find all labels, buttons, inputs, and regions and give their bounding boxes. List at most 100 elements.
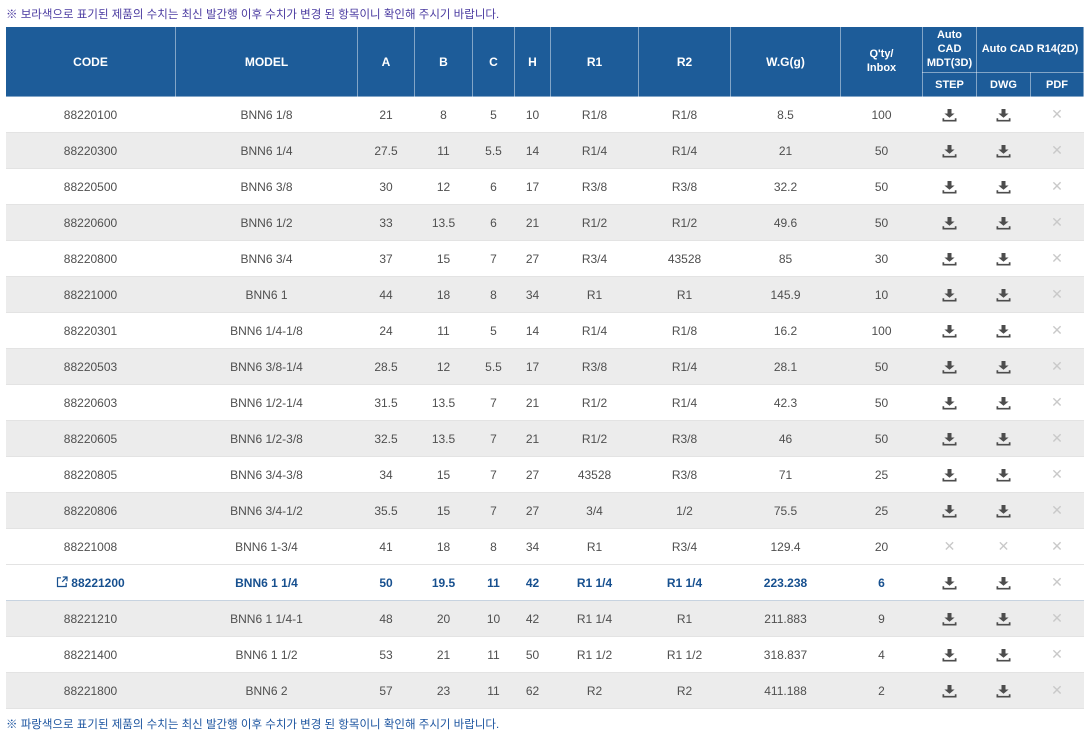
- pdf-unavailable-icon: ✕: [1051, 358, 1063, 375]
- cell-c: 6: [472, 168, 515, 206]
- cell-h: 62: [514, 672, 551, 710]
- dwg-download-icon[interactable]: [996, 396, 1011, 410]
- cell-dwg: [976, 240, 1031, 278]
- cell-model: BNN6 1 1/4: [175, 564, 358, 602]
- cell-r2: R1/4: [638, 384, 731, 422]
- cell-c: 7: [472, 384, 515, 422]
- dwg-download-icon[interactable]: [996, 288, 1011, 302]
- cell-qty: 50: [840, 420, 923, 458]
- cell-qty: 10: [840, 276, 923, 314]
- cell-model: BNN6 1 1/2: [175, 636, 358, 674]
- cell-qty: 20: [840, 528, 923, 566]
- cell-model: BNN6 3/4: [175, 240, 358, 278]
- dwg-download-icon[interactable]: [996, 252, 1011, 266]
- step-download-icon[interactable]: [942, 216, 957, 230]
- download-arrow-icon: [942, 576, 957, 590]
- cell-h: 34: [514, 528, 551, 566]
- dwg-download-icon[interactable]: [996, 648, 1011, 662]
- cell-code: 88220100: [5, 96, 176, 134]
- header-wg: W.G(g): [730, 25, 841, 98]
- cell-wg: 42.3: [730, 384, 841, 422]
- cell-pdf: ✕: [1030, 204, 1084, 242]
- dwg-download-icon[interactable]: [996, 576, 1011, 590]
- cell-dwg: [976, 348, 1031, 386]
- cell-b: 15: [414, 456, 473, 494]
- step-download-icon[interactable]: [942, 504, 957, 518]
- note-bottom: ※ 파랑색으로 표기된 제품의 수치는 최신 발간행 이후 수치가 변경 된 항…: [6, 719, 500, 732]
- cell-code-link[interactable]: 88221200: [5, 564, 176, 602]
- cell-h: 42: [514, 600, 551, 638]
- step-download-icon[interactable]: [942, 288, 957, 302]
- header-autocad-3d: Auto CAD MDT(3D): [922, 25, 977, 74]
- step-download-icon[interactable]: [942, 648, 957, 662]
- cell-b: 19.5: [414, 564, 473, 602]
- dwg-download-icon[interactable]: [996, 468, 1011, 482]
- cell-a: 34: [357, 456, 415, 494]
- cell-r1: 3/4: [550, 492, 639, 530]
- cell-code: 88220301: [5, 312, 176, 350]
- step-download-icon[interactable]: [942, 360, 957, 374]
- step-download-icon[interactable]: [942, 324, 957, 338]
- cell-r1: R1/2: [550, 204, 639, 242]
- cell-r1: R3/8: [550, 348, 639, 386]
- dwg-download-icon[interactable]: [996, 144, 1011, 158]
- cell-dwg: [976, 600, 1031, 638]
- dwg-download-icon[interactable]: [996, 324, 1011, 338]
- dwg-download-icon[interactable]: [996, 432, 1011, 446]
- cell-a: 37: [357, 240, 415, 278]
- cell-r2: R3/8: [638, 456, 731, 494]
- cell-wg: 145.9: [730, 276, 841, 314]
- cell-step: [922, 132, 977, 170]
- step-download-icon[interactable]: [942, 432, 957, 446]
- cell-pdf: ✕: [1030, 168, 1084, 206]
- step-download-icon[interactable]: [942, 144, 957, 158]
- dwg-download-icon[interactable]: [996, 216, 1011, 230]
- header-c: C: [472, 25, 515, 98]
- step-download-icon[interactable]: [942, 576, 957, 590]
- dwg-download-icon[interactable]: [996, 612, 1011, 626]
- cell-c: 7: [472, 240, 515, 278]
- cell-model: BNN6 1 1/4-1: [175, 600, 358, 638]
- step-download-icon[interactable]: [942, 252, 957, 266]
- download-arrow-icon: [942, 324, 957, 338]
- note-top: ※ 보라색으로 표기된 제품의 수치는 최신 발간행 이후 수치가 변경 된 항…: [6, 9, 500, 21]
- cell-wg: 46: [730, 420, 841, 458]
- cell-h: 17: [514, 168, 551, 206]
- download-arrow-icon: [996, 360, 1011, 374]
- cell-r1: R1: [550, 276, 639, 314]
- dwg-download-icon[interactable]: [996, 108, 1011, 122]
- cell-h: 21: [514, 204, 551, 242]
- cell-pdf: ✕: [1030, 600, 1084, 638]
- download-arrow-icon: [996, 180, 1011, 194]
- step-download-icon[interactable]: [942, 180, 957, 194]
- pdf-unavailable-icon: ✕: [1051, 142, 1063, 159]
- step-download-icon[interactable]: [942, 612, 957, 626]
- cell-dwg: [976, 132, 1031, 170]
- dwg-download-icon[interactable]: [996, 180, 1011, 194]
- step-download-icon[interactable]: [942, 684, 957, 698]
- cell-c: 5: [472, 312, 515, 350]
- cell-a: 24: [357, 312, 415, 350]
- cell-step: [922, 240, 977, 278]
- cell-qty: 30: [840, 240, 923, 278]
- cell-r2: R1: [638, 600, 731, 638]
- cell-code: 88220806: [5, 492, 176, 530]
- step-download-icon[interactable]: [942, 468, 957, 482]
- pdf-unavailable-icon: ✕: [1051, 250, 1063, 267]
- dwg-download-icon[interactable]: [996, 360, 1011, 374]
- cell-pdf: ✕: [1030, 528, 1084, 566]
- download-arrow-icon: [942, 180, 957, 194]
- table-row: 88220300 BNN6 1/4 27.5 11 5.5 14 R1/4 R1/4 21 50 ✕: [5, 132, 1084, 170]
- cell-c: 7: [472, 420, 515, 458]
- step-download-icon[interactable]: [942, 396, 957, 410]
- product-table: CODE MODEL A B C H R1 R2 W.G(g) Q'ty/ In…: [5, 25, 1084, 710]
- table-body: 88220100 BNN6 1/8 21 8 5 10 R1/8 R1/8 8.5 100 ✕ 882…: [5, 96, 1084, 710]
- cell-r1: R3/8: [550, 168, 639, 206]
- cell-wg: 223.238: [730, 564, 841, 602]
- cell-qty: 25: [840, 492, 923, 530]
- dwg-download-icon[interactable]: [996, 504, 1011, 518]
- pdf-unavailable-icon: ✕: [1051, 466, 1063, 483]
- step-download-icon[interactable]: [942, 108, 957, 122]
- dwg-download-icon[interactable]: [996, 684, 1011, 698]
- header-h: H: [514, 25, 551, 98]
